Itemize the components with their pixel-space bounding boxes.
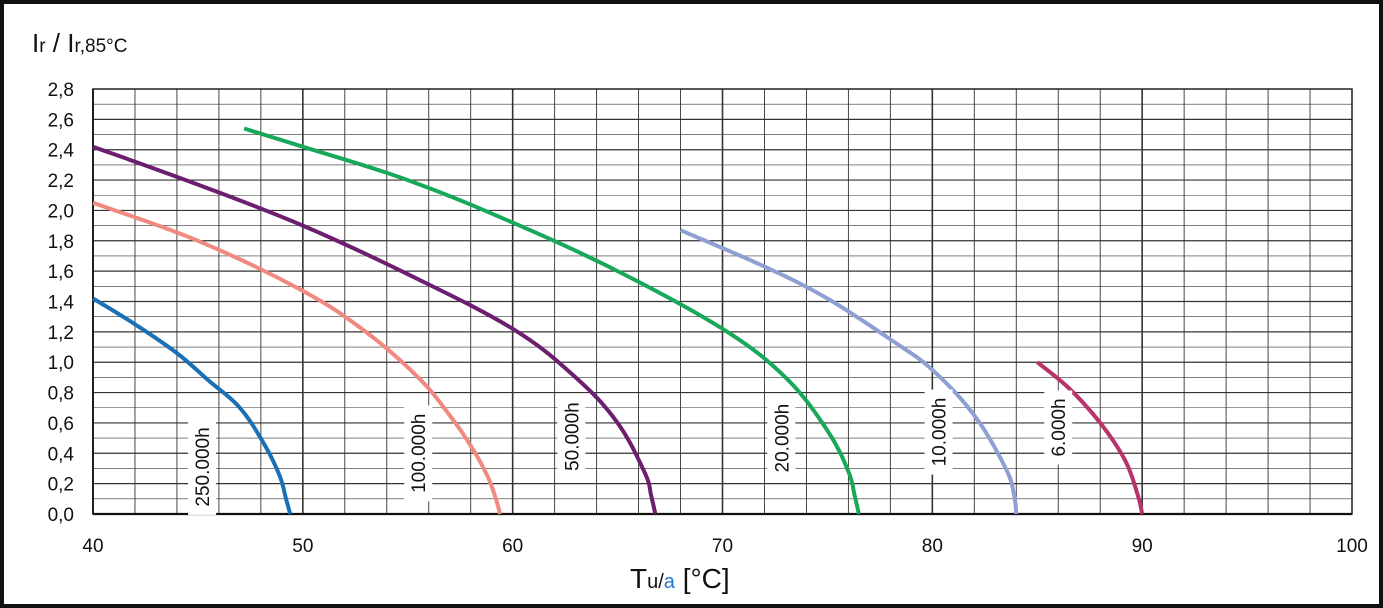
series-lines [91, 126, 1145, 515]
y-tick-label: 2,2 [48, 171, 74, 192]
series-label-text: 6.000h [1049, 398, 1070, 456]
x-tick-label: 70 [712, 536, 733, 557]
series-label-box [924, 389, 953, 475]
y-tick-label: 2,0 [48, 201, 74, 222]
x-tick-label: 40 [82, 536, 103, 557]
y-tick-label: 0,8 [48, 384, 74, 405]
y-tick-label: 1,8 [48, 232, 74, 253]
series-label-box [767, 395, 796, 481]
series-label-text: 50.000h [562, 402, 583, 471]
series-label-box [1044, 390, 1073, 465]
series-label: 50.000h [557, 394, 586, 480]
series-line-20-000h [243, 126, 861, 515]
series-label: 20.000h [767, 395, 796, 481]
series-line-10-000h [679, 228, 1019, 515]
series-label-box [557, 394, 586, 480]
series-label-text: 100.000h [409, 414, 430, 493]
series-label: 6.000h [1044, 390, 1073, 465]
series-label-text: 20.000h [772, 404, 793, 473]
series-line-100-000h [92, 200, 503, 515]
x-tick-label: 60 [502, 536, 523, 557]
x-tick-label: 50 [292, 536, 313, 557]
y-tick-label: 1,0 [48, 353, 74, 374]
series-line-250-000h [91, 296, 293, 515]
x-tick-label: 80 [922, 536, 943, 557]
series-line-50-000h [92, 144, 658, 515]
x-tick-label: 100 [1336, 536, 1368, 557]
series-label-text: 250.000h [193, 427, 214, 506]
series-labels: 250.000h 100.000h 50.000h 20.000h 10.000h 6.0… [188, 389, 1073, 515]
y-tick-label: 0,0 [48, 505, 74, 526]
series-label: 10.000h [924, 389, 953, 475]
x-tick-label: 90 [1132, 536, 1153, 557]
y-tick-label: 0,6 [48, 414, 74, 435]
series-label-box [188, 418, 217, 515]
y-tick-label: 2,4 [48, 141, 75, 162]
y-tick-label: 0,4 [48, 444, 75, 465]
tick-labels: 40 50 60 70 80 90 100 0,0 0,2 0,4 0,6 0,8 1,0 1,2 1,4 1… [48, 80, 1368, 557]
y-axis-title: Ir / Ir,85°C [32, 28, 127, 58]
grid [93, 89, 1352, 514]
y-tick-label: 1,4 [48, 293, 75, 314]
y-tick-label: 2,8 [48, 80, 74, 101]
y-tick-label: 0,2 [48, 475, 74, 496]
series-label-box [404, 405, 433, 502]
series-line-6-000h [1036, 360, 1145, 515]
y-tick-label: 2,6 [48, 110, 74, 131]
y-tick-label: 1,2 [48, 323, 74, 344]
y-tick-label: 1,6 [48, 262, 74, 283]
series-label-text: 10.000h [930, 398, 951, 467]
x-axis-title: Tu/a [°C] [630, 563, 730, 594]
series-label: 250.000h [188, 418, 217, 515]
series-label: 100.000h [404, 405, 433, 502]
